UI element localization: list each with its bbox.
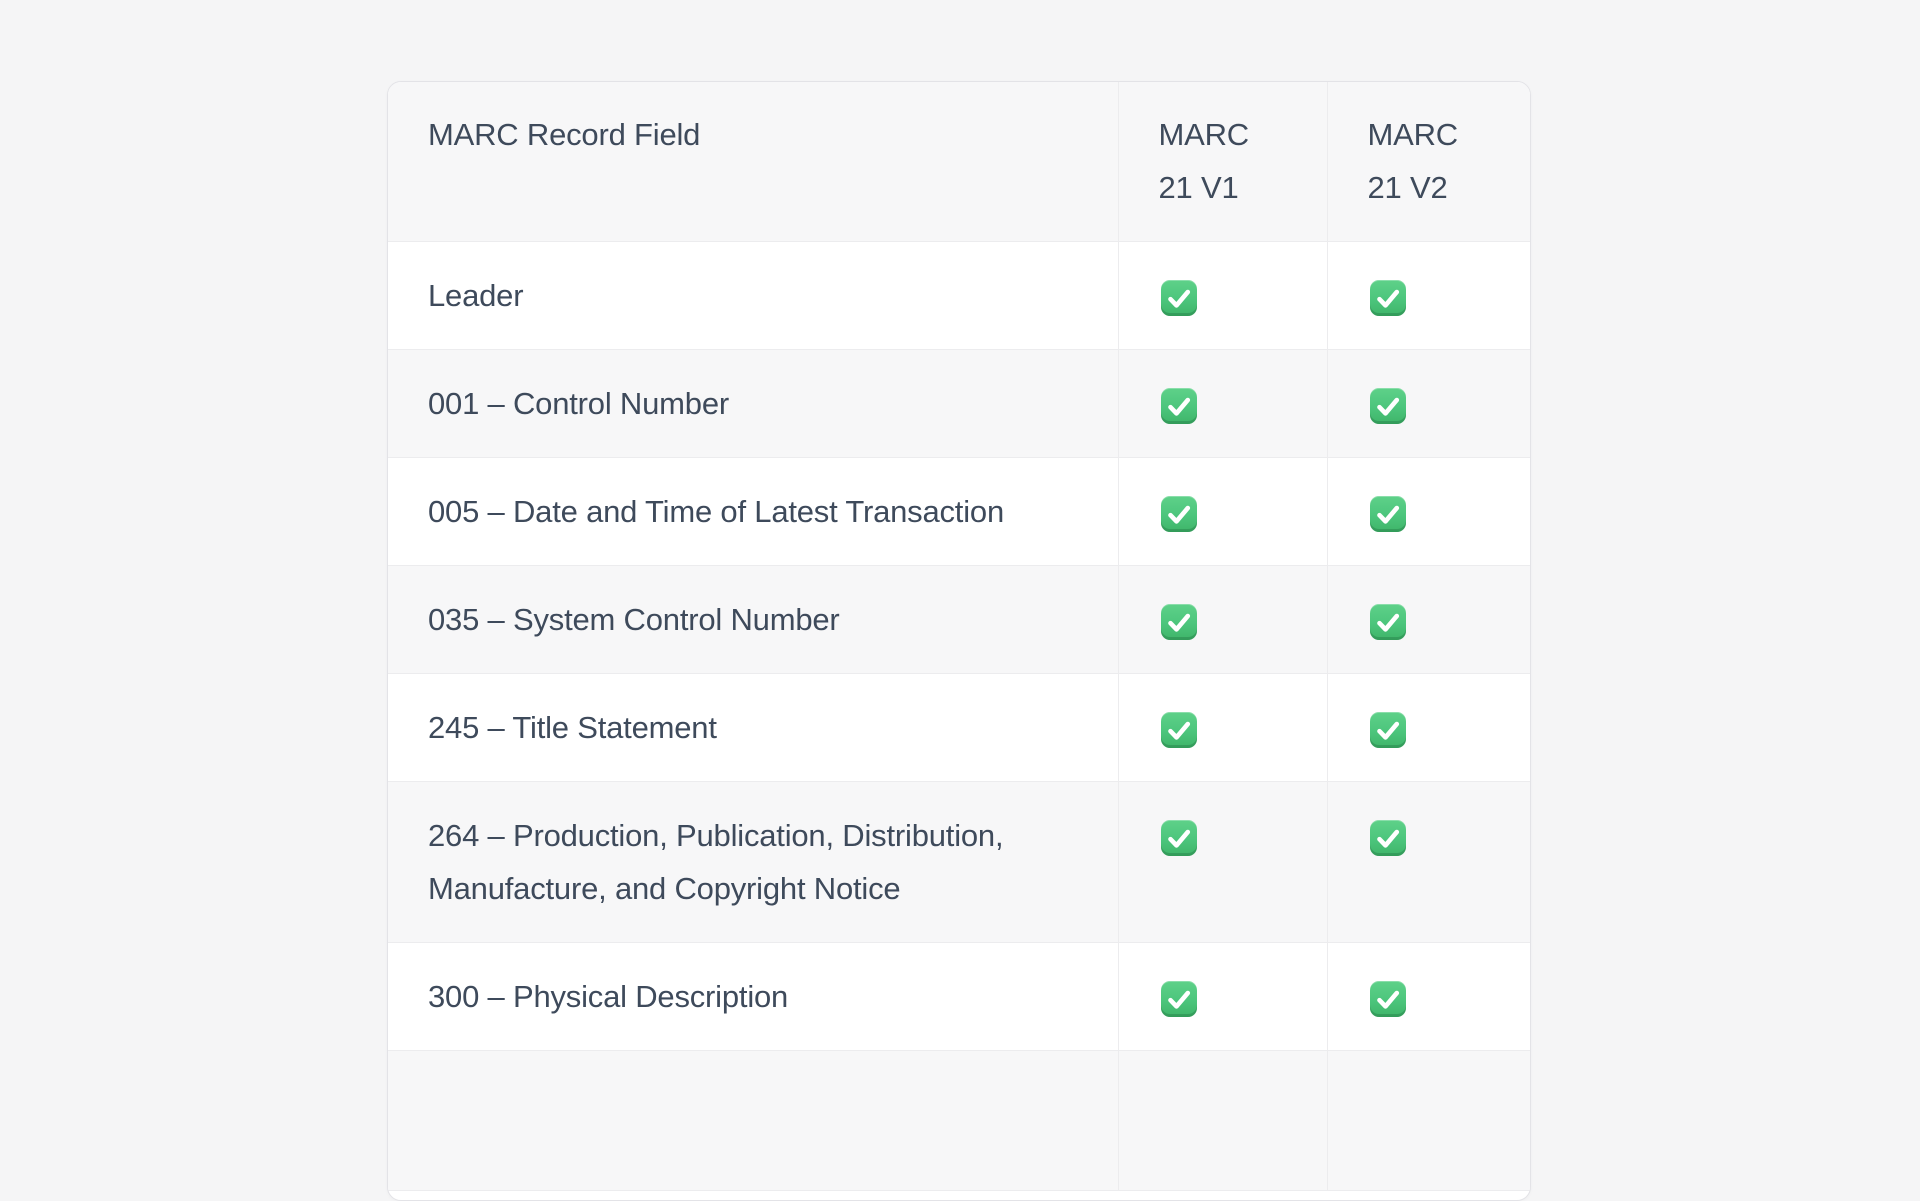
checkmark-icon [1160,279,1197,316]
column-header-v2-line2: 21 V2 [1367,170,1448,205]
checkmark-icon [1369,387,1406,424]
column-header-field: MARC Record Field [388,82,1118,242]
marc-comparison-table: MARC Record Field MARC 21 V1 MARC 21 V2 … [388,82,1530,1191]
v1-status-cell [1117,1050,1327,1191]
checkmark-icon [1160,819,1197,856]
field-name-cell [388,1051,1118,1191]
table-row-264: 264 – Production, Publication, Distribut… [388,781,1530,943]
field-name-cell: Leader [428,278,524,313]
field-name-cell: 035 – System Control Number [428,602,840,637]
table-row-001: 001 – Control Number [388,349,1530,458]
v1-status-cell [1117,673,1327,782]
checkmark-icon [1369,980,1406,1017]
v2-status-cell [1326,1050,1530,1191]
checkmark-icon [1369,495,1406,532]
v2-status-cell [1326,349,1530,458]
v2-status-cell [1326,781,1530,943]
checkmark-icon [1160,495,1197,532]
column-header-marc21-v2: MARC 21 V2 [1326,82,1530,242]
v1-status-cell [1117,457,1327,566]
field-name-cell: 264 – Production, Publication, Distribut… [428,818,1004,906]
table-row-245: 245 – Title Statement [388,673,1530,782]
v2-status-cell [1326,942,1530,1051]
column-header-v1-line1: MARC [1158,117,1250,152]
field-name-cell: 245 – Title Statement [428,710,717,745]
checkmark-icon [1369,603,1406,640]
checkmark-icon [1160,980,1197,1017]
v1-status-cell [1117,781,1327,943]
checkmark-icon [1160,711,1197,748]
table-row-300: 300 – Physical Description [388,942,1530,1051]
field-name-cell: 005 – Date and Time of Latest Transactio… [428,494,1004,529]
v1-status-cell [1117,565,1327,674]
table-row-partial [388,1050,1530,1191]
column-header-field-label: MARC Record Field [428,117,701,152]
comparison-table-card: MARC Record Field MARC 21 V1 MARC 21 V2 … [387,81,1531,1201]
v1-status-cell [1117,349,1327,458]
checkmark-icon [1160,387,1197,424]
column-header-v1-line2: 21 V1 [1158,170,1239,205]
checkmark-icon [1369,279,1406,316]
table-row-035: 035 – System Control Number [388,565,1530,674]
v2-status-cell [1326,457,1530,566]
column-header-marc21-v1: MARC 21 V1 [1117,82,1327,242]
checkmark-icon [1160,603,1197,640]
field-name-cell: 300 – Physical Description [428,979,789,1014]
field-name-cell: 001 – Control Number [428,386,729,421]
checkmark-icon [1369,819,1406,856]
checkmark-icon [1369,711,1406,748]
header-row: MARC Record Field MARC 21 V1 MARC 21 V2 [388,82,1530,242]
v2-status-cell [1326,241,1530,350]
v1-status-cell [1117,942,1327,1051]
v2-status-cell [1326,565,1530,674]
table-row-leader: Leader [388,241,1530,350]
v2-status-cell [1326,673,1530,782]
v1-status-cell [1117,241,1327,350]
column-header-v2-line1: MARC [1367,117,1459,152]
table-row-005: 005 – Date and Time of Latest Transactio… [388,457,1530,566]
